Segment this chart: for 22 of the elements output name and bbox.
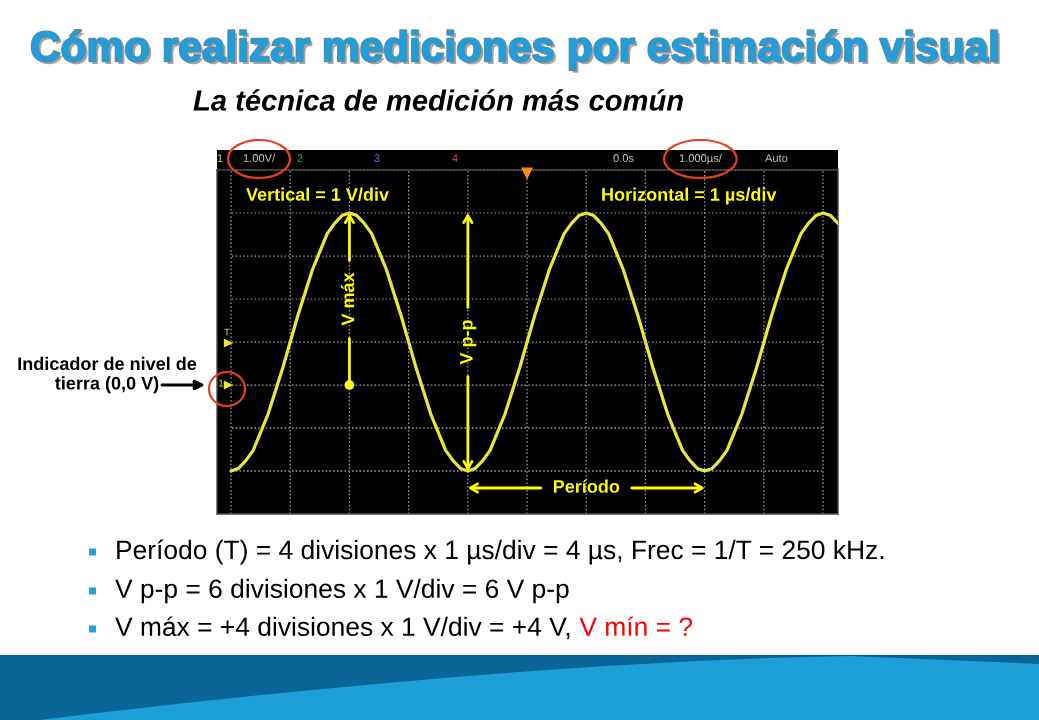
text: 1 (217, 154, 223, 162)
annotation: T (224, 328, 230, 336)
text: V mín = ? (579, 616, 693, 636)
text: Período (T) = 4 divisiones x 1 µs/div = 4 µs, Frec = 1/T = 250 kHz. (117, 539, 884, 565)
chart-subtitle: La técnica de medición más común (193, 89, 683, 111)
annotation: 1 (219, 379, 224, 387)
text: 2 (297, 154, 303, 162)
text: Vertical = 1 V/div (246, 187, 389, 202)
chart-title: Cómo realizar mediciones por estimación visual (31, 30, 1000, 73)
text: 3 (374, 154, 380, 162)
text: 1.00V/ (243, 153, 276, 162)
text: 0.0s (613, 154, 634, 162)
text: Indicador de nivel de tierra (0,0 V) (18, 356, 197, 394)
text: Período (553, 479, 620, 493)
text: Horizontal = 1 µs/div (602, 187, 777, 205)
text: V máx = +4 divisiones x 1 V/div = +4 V, (115, 616, 570, 640)
text: 1.000µs/ (679, 153, 722, 165)
text: V p-p = 6 divisiones x 1 V/div = 6 V p-p (115, 578, 569, 604)
text: 4 (452, 154, 458, 162)
annotation: V máx (340, 272, 355, 326)
annotation: V p-p (460, 320, 477, 365)
text: Auto (765, 154, 788, 162)
